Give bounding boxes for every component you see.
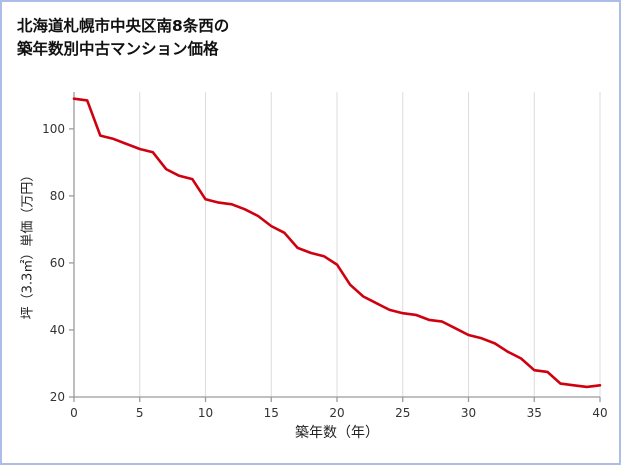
- x-tick-label: 0: [70, 406, 78, 420]
- tick-labels-group: 0 5 10 15 20 25 30 35 40 20 40 60 80 100: [42, 122, 608, 420]
- chart-title-line1: 北海道札幌市中央区南8条西の: [17, 17, 230, 35]
- x-tick-label: 25: [395, 406, 410, 420]
- x-axis-title: 築年数（年）: [295, 425, 379, 441]
- x-tick-label: 35: [527, 406, 542, 420]
- axes-group: [69, 92, 601, 402]
- x-tick-label: 5: [136, 406, 144, 420]
- x-tick-label: 10: [198, 406, 213, 420]
- price-chart-svg: 0 5 10 15 20 25 30 35 40 20 40 60 80 100: [42, 92, 608, 420]
- x-tick-label: 30: [461, 406, 476, 420]
- chart-title: 北海道札幌市中央区南8条西の 築年数別中古マンション価格: [17, 15, 229, 62]
- y-tick-label: 80: [50, 189, 65, 203]
- y-tick-label: 60: [50, 256, 65, 270]
- x-tick-label: 15: [264, 406, 279, 420]
- gridlines-group: [73, 92, 601, 397]
- price-line-group: [72, 97, 602, 389]
- y-tick-label: 20: [50, 390, 65, 404]
- y-tick-label: 100: [42, 122, 65, 136]
- x-tick-label: 20: [329, 406, 344, 420]
- y-tick-label: 40: [50, 323, 65, 337]
- price-line: [72, 97, 602, 389]
- chart-title-line2: 築年数別中古マンション価格: [17, 40, 219, 59]
- x-tick-label: 40: [592, 406, 607, 420]
